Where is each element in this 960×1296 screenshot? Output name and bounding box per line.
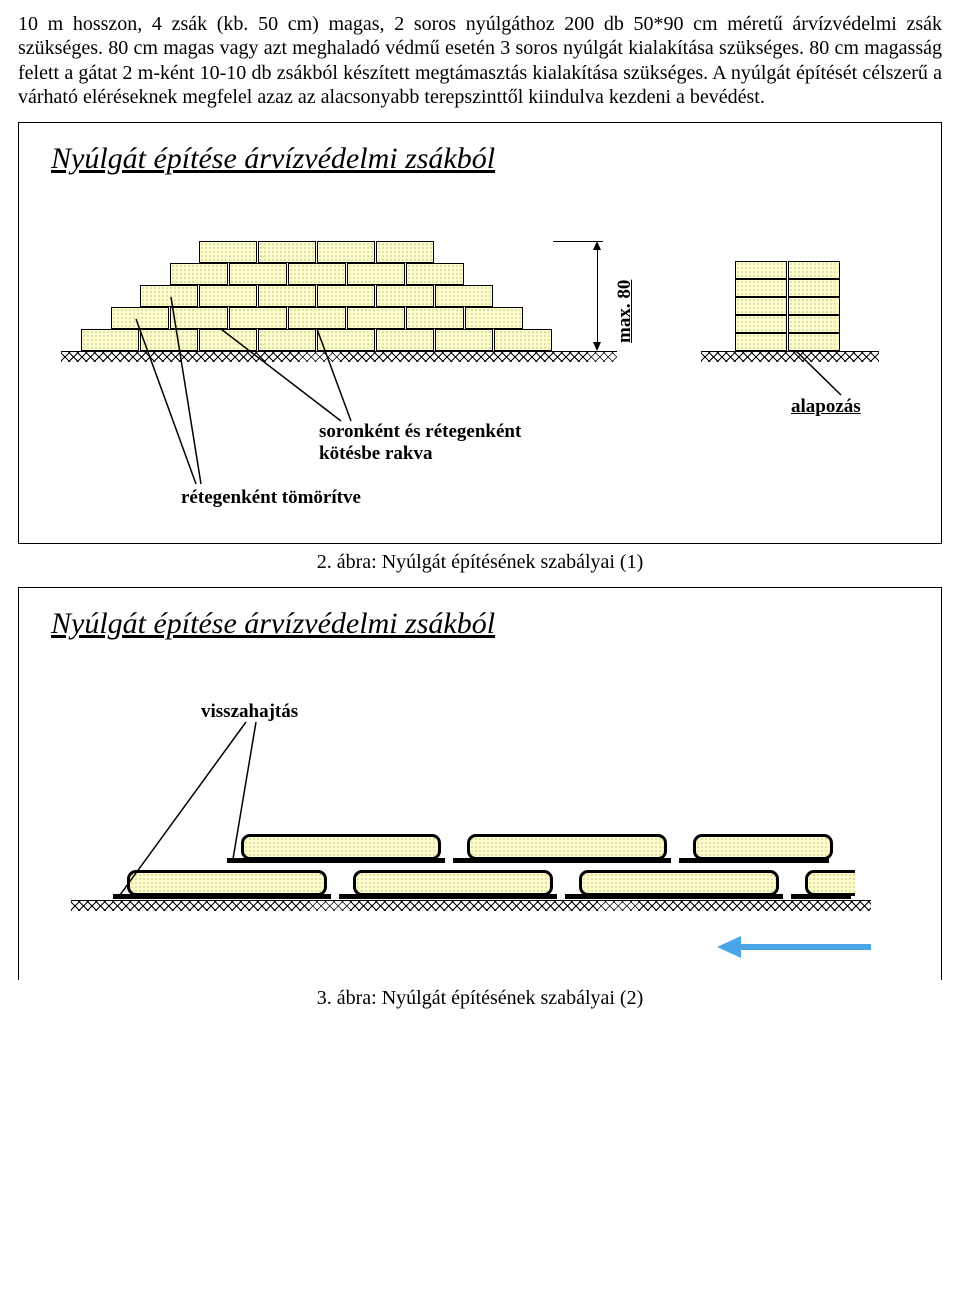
label-soronkent: soronként és rétegenként kötésbe rakva (319, 421, 521, 465)
flow-arrow-icon (741, 944, 871, 950)
intro-paragraph: 10 m hosszon, 4 zsák (kb. 50 cm) magas, … (18, 12, 942, 110)
label-alapozas: alapozás (791, 395, 861, 418)
label-retenkent: rétegenként tömörítve (181, 486, 361, 509)
label-visszahajtas: visszahajtás (201, 700, 298, 723)
figure-1: Nyúlgát építése árvízvédelmi zsákból (18, 122, 942, 545)
figure-1-caption: 2. ábra: Nyúlgát építésének szabályai (1… (18, 550, 942, 574)
figure-2: Nyúlgát építése árvízvédelmi zsákból vis… (18, 587, 942, 981)
figure-2-caption: 3. ábra: Nyúlgát építésének szabályai (2… (18, 986, 942, 1010)
figure-2-title: Nyúlgát építése árvízvédelmi zsákból (51, 606, 919, 643)
figure-2-stage: visszahajtás (41, 676, 919, 976)
figure-1-title: Nyúlgát építése árvízvédelmi zsákból (51, 141, 919, 178)
figure-1-stage: max. 80 alapozás soronként és rétegenkén… (41, 211, 919, 521)
